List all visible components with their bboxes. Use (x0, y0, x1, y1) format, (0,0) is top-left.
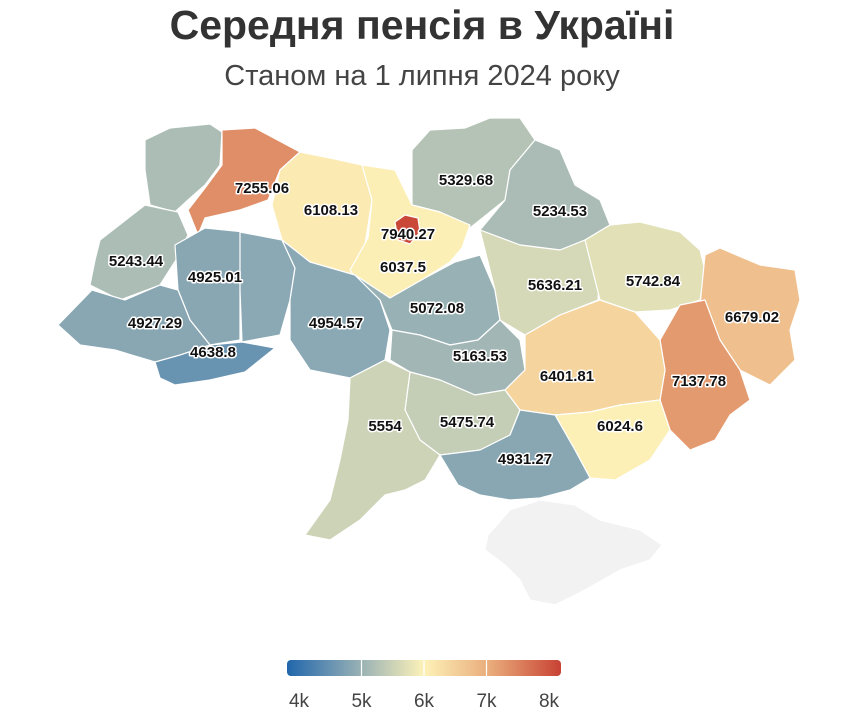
value-label-vinnytsia: 5072.08 (410, 300, 464, 317)
colorbar-tick-label: 4k (289, 691, 310, 712)
value-label-dnipropetrovsk: 6401.81 (540, 368, 594, 385)
value-label-poltava: 5636.21 (528, 277, 582, 294)
colorbar-tick-label: 8k (539, 691, 560, 712)
region-crimea[interactable] (484, 499, 663, 606)
value-label-volyn: 5243.44 (109, 253, 164, 270)
value-label-luhansk: 6679.02 (725, 309, 779, 326)
colorbar-tick-label: 6k (414, 691, 435, 712)
value-label-zakarpattia: 4638.8 (190, 344, 236, 361)
value-label-kharkiv: 5742.84 (626, 273, 681, 290)
page-title: Середня пенсія в Україні (169, 2, 675, 48)
value-label-ternopil: 4927.29 (128, 315, 182, 332)
region-rivne[interactable] (187, 127, 301, 236)
region-kyiv-city[interactable] (394, 214, 421, 245)
value-label-odesa: 5554 (368, 418, 402, 435)
value-label-sumy: 5234.53 (533, 203, 587, 220)
region-poltava[interactable] (479, 229, 601, 336)
colorbar-legend: 4k 5k 6k 7k 8k (287, 660, 561, 712)
value-label-lviv: 4925.01 (188, 269, 242, 286)
value-label-rivne: 7255.06 (235, 180, 289, 197)
value-label-khmelnytskyi: 4954.57 (309, 315, 363, 332)
value-label-chernihiv: 5329.68 (439, 172, 493, 189)
region-zakarpattia[interactable] (154, 341, 276, 386)
region-odesa[interactable] (304, 359, 441, 541)
value-label-kirovohrad: 5475.74 (440, 414, 495, 431)
page-subtitle: Станом на 1 липня 2024 року (224, 60, 620, 92)
value-label-kyiv-city: 7940.27 (381, 226, 435, 243)
value-label-cherkasy: 5163.53 (453, 348, 507, 365)
colorbar-tick-label: 7k (476, 691, 497, 712)
value-label-zaporizhzhia: 6024.6 (597, 418, 643, 435)
colorbar-tick-label: 5k (351, 691, 372, 712)
value-label-donetsk: 7137.78 (672, 373, 726, 390)
value-label-kyiv-oblast: 6037.5 (380, 259, 426, 276)
region-kharkiv[interactable] (584, 221, 706, 313)
value-label-mykolaiv: 4931.27 (498, 451, 552, 468)
region-volyn-west[interactable] (89, 204, 189, 301)
value-label-zhytomyr: 6108.13 (304, 202, 358, 219)
region-volyn[interactable] (144, 123, 223, 213)
region-mykolaiv[interactable] (439, 409, 591, 501)
